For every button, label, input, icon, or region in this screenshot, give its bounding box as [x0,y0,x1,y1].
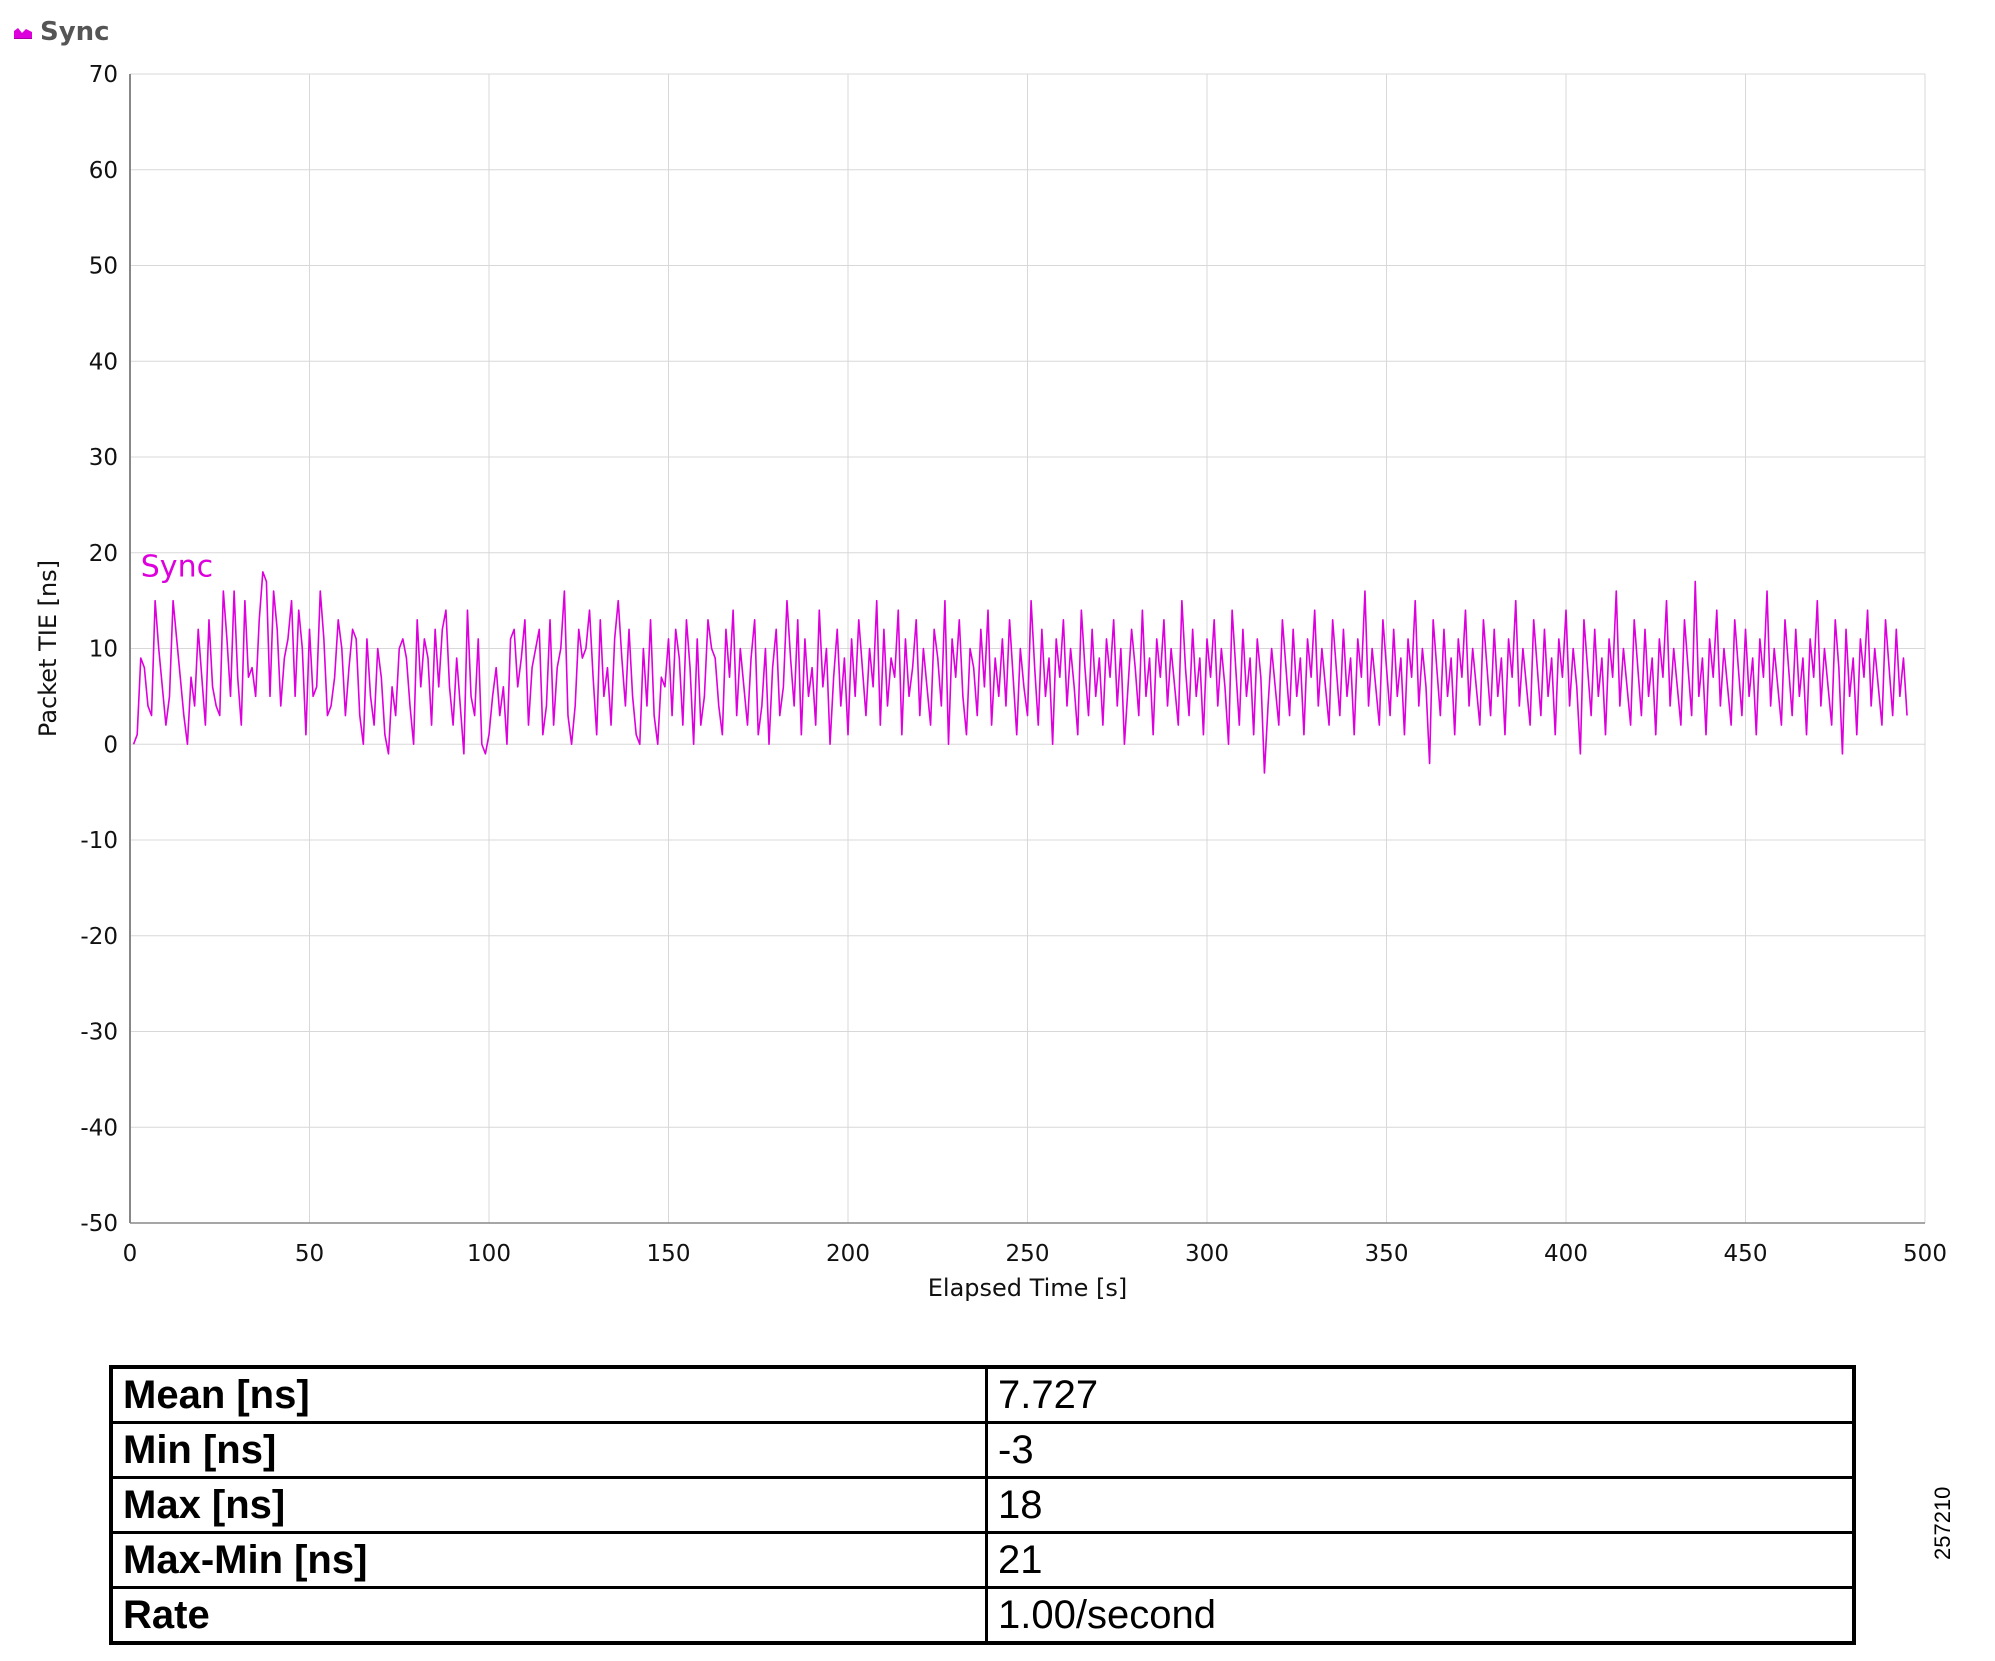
stats-row: Max [ns] 18 [109,1476,1856,1534]
y-axis-title: Packet TIE [ns] [34,560,62,737]
line-chart: 0 50 100 150 200 250 300 350 400 450 5007060504030… [34,62,1947,1302]
stats-row: Max-Min [ns] 21 [109,1531,1856,1589]
stats-key: Min [ns] [109,1421,988,1479]
x-tick-label: 300 [1185,1241,1229,1267]
y-tick-label: 60 [89,158,118,184]
stats-row: Rate 1.00/second [109,1586,1856,1645]
x-tick-label: 450 [1724,1241,1768,1267]
y-tick-label: -20 [80,924,118,950]
y-tick-label: -30 [80,1020,118,1046]
y-tick-label: 40 [89,349,118,375]
y-tick-label: 30 [89,445,118,471]
y-tick-label: -50 [80,1211,118,1237]
y-tick-label: 0 [103,732,118,758]
x-tick-label: 0 [123,1241,138,1267]
x-tick-label: 200 [826,1241,870,1267]
x-axis-title: Elapsed Time [s] [928,1274,1128,1302]
x-tick-label: 250 [1006,1241,1050,1267]
x-tick-label: 500 [1903,1241,1947,1267]
stats-value: 18 [985,1476,1856,1534]
stats-value: -3 [985,1421,1856,1479]
y-tick-label: 50 [89,254,118,280]
stats-key: Max [ns] [109,1476,988,1534]
x-tick-label: 350 [1365,1241,1409,1267]
chart-header: Sync [14,14,110,50]
figure-id: 257210 [1930,1486,1955,1560]
y-tick-label: 20 [89,541,118,567]
series-legend-label[interactable]: Sync [40,17,110,47]
stats-value: 21 [985,1531,1856,1589]
stats-key: Max-Min [ns] [109,1531,988,1589]
area-chart-icon [14,25,32,39]
stats-row: Mean [ns] 7.727 [109,1365,1856,1424]
stats-value: 7.727 [985,1365,1856,1424]
x-tick-label: 150 [647,1241,691,1267]
x-tick-label: 400 [1544,1241,1588,1267]
y-tick-label: -10 [80,828,118,854]
series-label: Sync [141,550,213,585]
y-tick-label: -40 [80,1115,118,1141]
x-tick-label: 50 [295,1241,324,1267]
statistics-table: Mean [ns] 7.727 Min [ns] -3 Max [ns] 18 Max-Mi… [109,1365,1856,1645]
stats-value: 1.00/second [985,1586,1856,1645]
series-line-sync [132,571,1908,774]
stats-row: Min [ns] -3 [109,1421,1856,1479]
stats-key: Mean [ns] [109,1365,988,1424]
y-tick-label: 10 [89,637,118,663]
stats-key: Rate [109,1586,988,1645]
x-tick-label: 100 [467,1241,511,1267]
y-tick-label: 70 [89,62,118,88]
